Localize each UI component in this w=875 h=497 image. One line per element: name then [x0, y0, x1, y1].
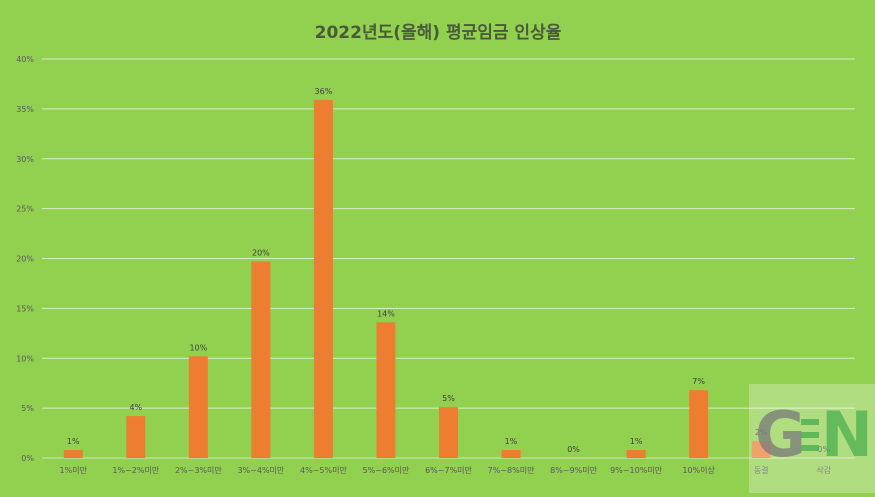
category-label: 3%~4%미만	[237, 466, 284, 475]
category-label: 1%~2%미만	[112, 466, 159, 475]
bar-9	[626, 450, 646, 458]
data-label: 14%	[377, 309, 395, 318]
bar-0	[63, 450, 83, 458]
y-tick-label: 35%	[16, 105, 34, 114]
data-label: 1%	[505, 437, 518, 446]
data-label: 0%	[567, 445, 580, 454]
y-tick-label: 15%	[16, 304, 34, 313]
bar-7	[501, 450, 521, 458]
data-label: 4%	[129, 403, 142, 412]
data-label: 36%	[315, 87, 333, 96]
data-label: 10%	[189, 343, 207, 352]
bar-4	[313, 99, 333, 459]
category-label: 5%~6%미만	[363, 466, 410, 475]
category-label: 4%~5%미만	[300, 466, 347, 475]
category-label: 6%~7%미만	[425, 466, 472, 475]
bar-2	[188, 356, 208, 458]
data-label: 2%	[755, 428, 768, 437]
category-label: 10%이상	[682, 465, 715, 475]
bar-5	[376, 322, 396, 458]
y-tick-label: 5%	[21, 404, 34, 413]
category-label: 7%~8%미만	[488, 466, 535, 475]
category-label: 1%미만	[60, 466, 88, 475]
category-label: 동결	[754, 465, 769, 475]
category-label: 9%~10%미만	[610, 466, 663, 475]
bar-3	[251, 261, 271, 458]
data-label: 1%	[630, 437, 643, 446]
x-axis-categories: 1%미만 1%~2%미만 2%~3%미만 3%~4%미만 4%~5%미만 5%~6%미만 6…	[60, 465, 832, 475]
data-labels: 1% 4% 10% 20% 36% 14% 5% 1% 0% 1% 7% 2% 0%	[67, 87, 831, 454]
bars	[63, 99, 771, 459]
chart-title: 2022년도(올해) 평균임금 인상율	[315, 22, 562, 43]
y-tick-label: 0%	[21, 454, 34, 463]
category-label: 2%~3%미만	[175, 466, 222, 475]
y-tick-label: 20%	[16, 255, 34, 264]
category-label: 8%~9%미만	[550, 466, 597, 475]
data-label: 0%	[817, 445, 830, 454]
category-label: 삭감	[816, 465, 831, 475]
svg-text:N: N	[821, 398, 873, 471]
data-label: 1%	[67, 437, 80, 446]
y-tick-label: 40%	[16, 55, 34, 64]
y-tick-label: 10%	[16, 354, 34, 363]
bar-10	[689, 390, 709, 458]
grid-lines	[42, 58, 855, 459]
data-label: 5%	[442, 394, 455, 403]
svg-text:G: G	[755, 398, 806, 471]
data-label: 7%	[692, 377, 705, 386]
gen-logo-watermark: G N	[749, 384, 875, 493]
y-axis-ticks: 0% 5% 10% 15% 20% 25% 30% 35% 40%	[16, 55, 34, 463]
data-label: 20%	[252, 248, 270, 257]
y-tick-label: 30%	[16, 155, 34, 164]
bar-1	[126, 416, 146, 458]
y-tick-label: 25%	[16, 205, 34, 214]
bar-11	[751, 441, 771, 458]
bar-6	[439, 407, 458, 458]
